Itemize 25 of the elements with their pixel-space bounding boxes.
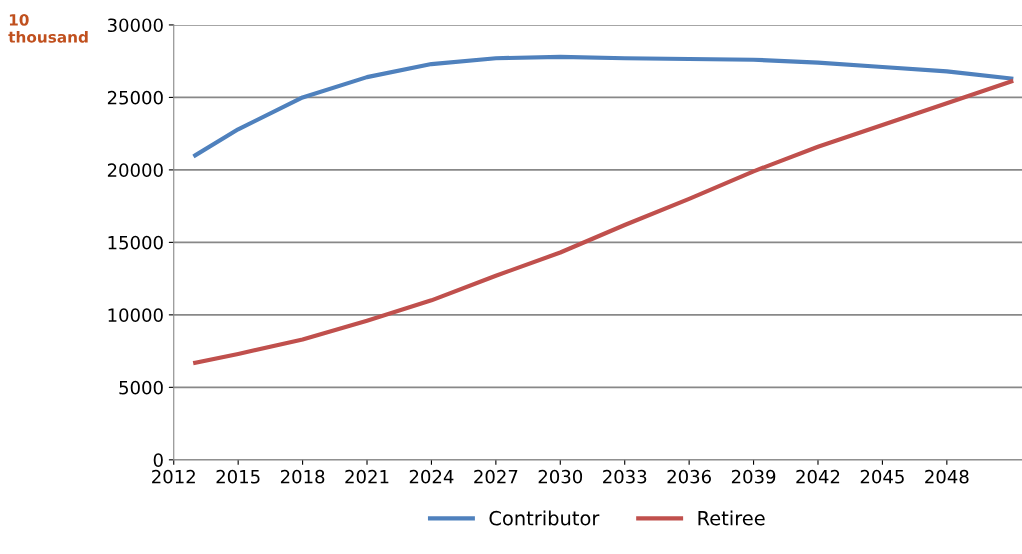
legend-label: Contributor [489,510,600,526]
legend-label: Retiree [698,510,765,526]
y-tick-label: 10000 [108,308,163,322]
y-tick-label: 30000 [107,18,163,33]
line-series [193,79,1014,365]
y-tick-label: 5000 [119,380,163,395]
x-tick-label: 2018 [280,469,325,484]
x-tick-label: 2039 [731,469,776,484]
x-tick-label: 2027 [474,469,518,484]
x-tick-label: 2048 [925,469,969,484]
y-axis-title: 10 thousand [8,14,88,43]
y-tick-label: 15000 [108,235,163,250]
y-tick-label: 20000 [107,163,163,178]
x-tick-label: 2045 [860,469,904,484]
x-tick-label: 2012 [152,469,195,484]
x-tick-label: 2036 [667,469,711,484]
line-series [193,54,1014,158]
y-tick-label: 25000 [107,90,163,105]
x-tick-label: 2015 [216,469,260,484]
x-tick-label: 2033 [603,469,647,484]
x-tick-label: 2021 [345,469,389,484]
y-tick-label: 0 [153,453,163,467]
x-tick-label: 2024 [409,469,454,484]
x-tick-label: 2042 [796,469,840,484]
x-tick-label: 2030 [538,469,583,484]
